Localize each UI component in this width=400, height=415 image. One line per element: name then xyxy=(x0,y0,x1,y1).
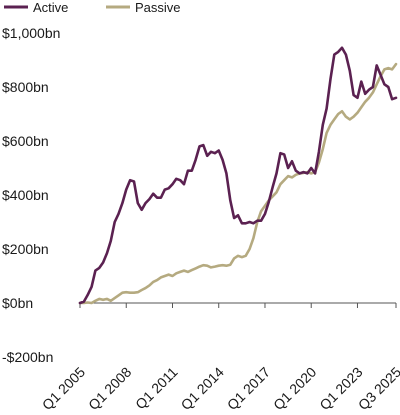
x-tick-label: Q1 2005 xyxy=(39,364,88,413)
x-tick-label: Q1 2017 xyxy=(224,364,273,413)
x-tick-label: Q1 2020 xyxy=(270,364,319,413)
x-tick-label: Q3 2025 xyxy=(355,364,400,413)
x-tick-label: Q1 2014 xyxy=(178,364,227,413)
y-tick-label: $200bn xyxy=(2,241,49,257)
y-tick-label: $600bn xyxy=(2,133,49,149)
y-tick-label: $1,000bn xyxy=(2,25,60,41)
y-tick-label: $400bn xyxy=(2,187,49,203)
y-axis-tick-labels: -$200bn $0bn $200bn $400bn $600bn $800bn $1,00… xyxy=(2,25,60,365)
series-line-active xyxy=(78,46,398,305)
x-tick-label: Q1 2011 xyxy=(132,364,181,413)
y-tick-label: $0bn xyxy=(2,295,33,311)
y-tick-label: $800bn xyxy=(2,79,49,95)
legend: Active Passive xyxy=(4,0,181,15)
y-tick-label: -$200bn xyxy=(2,349,53,365)
series-line-passive xyxy=(78,62,398,305)
legend-label-passive: Passive xyxy=(135,0,181,15)
x-tick-label: Q1 2008 xyxy=(85,364,134,413)
series-layer xyxy=(78,46,398,305)
legend-label-active: Active xyxy=(33,0,68,15)
